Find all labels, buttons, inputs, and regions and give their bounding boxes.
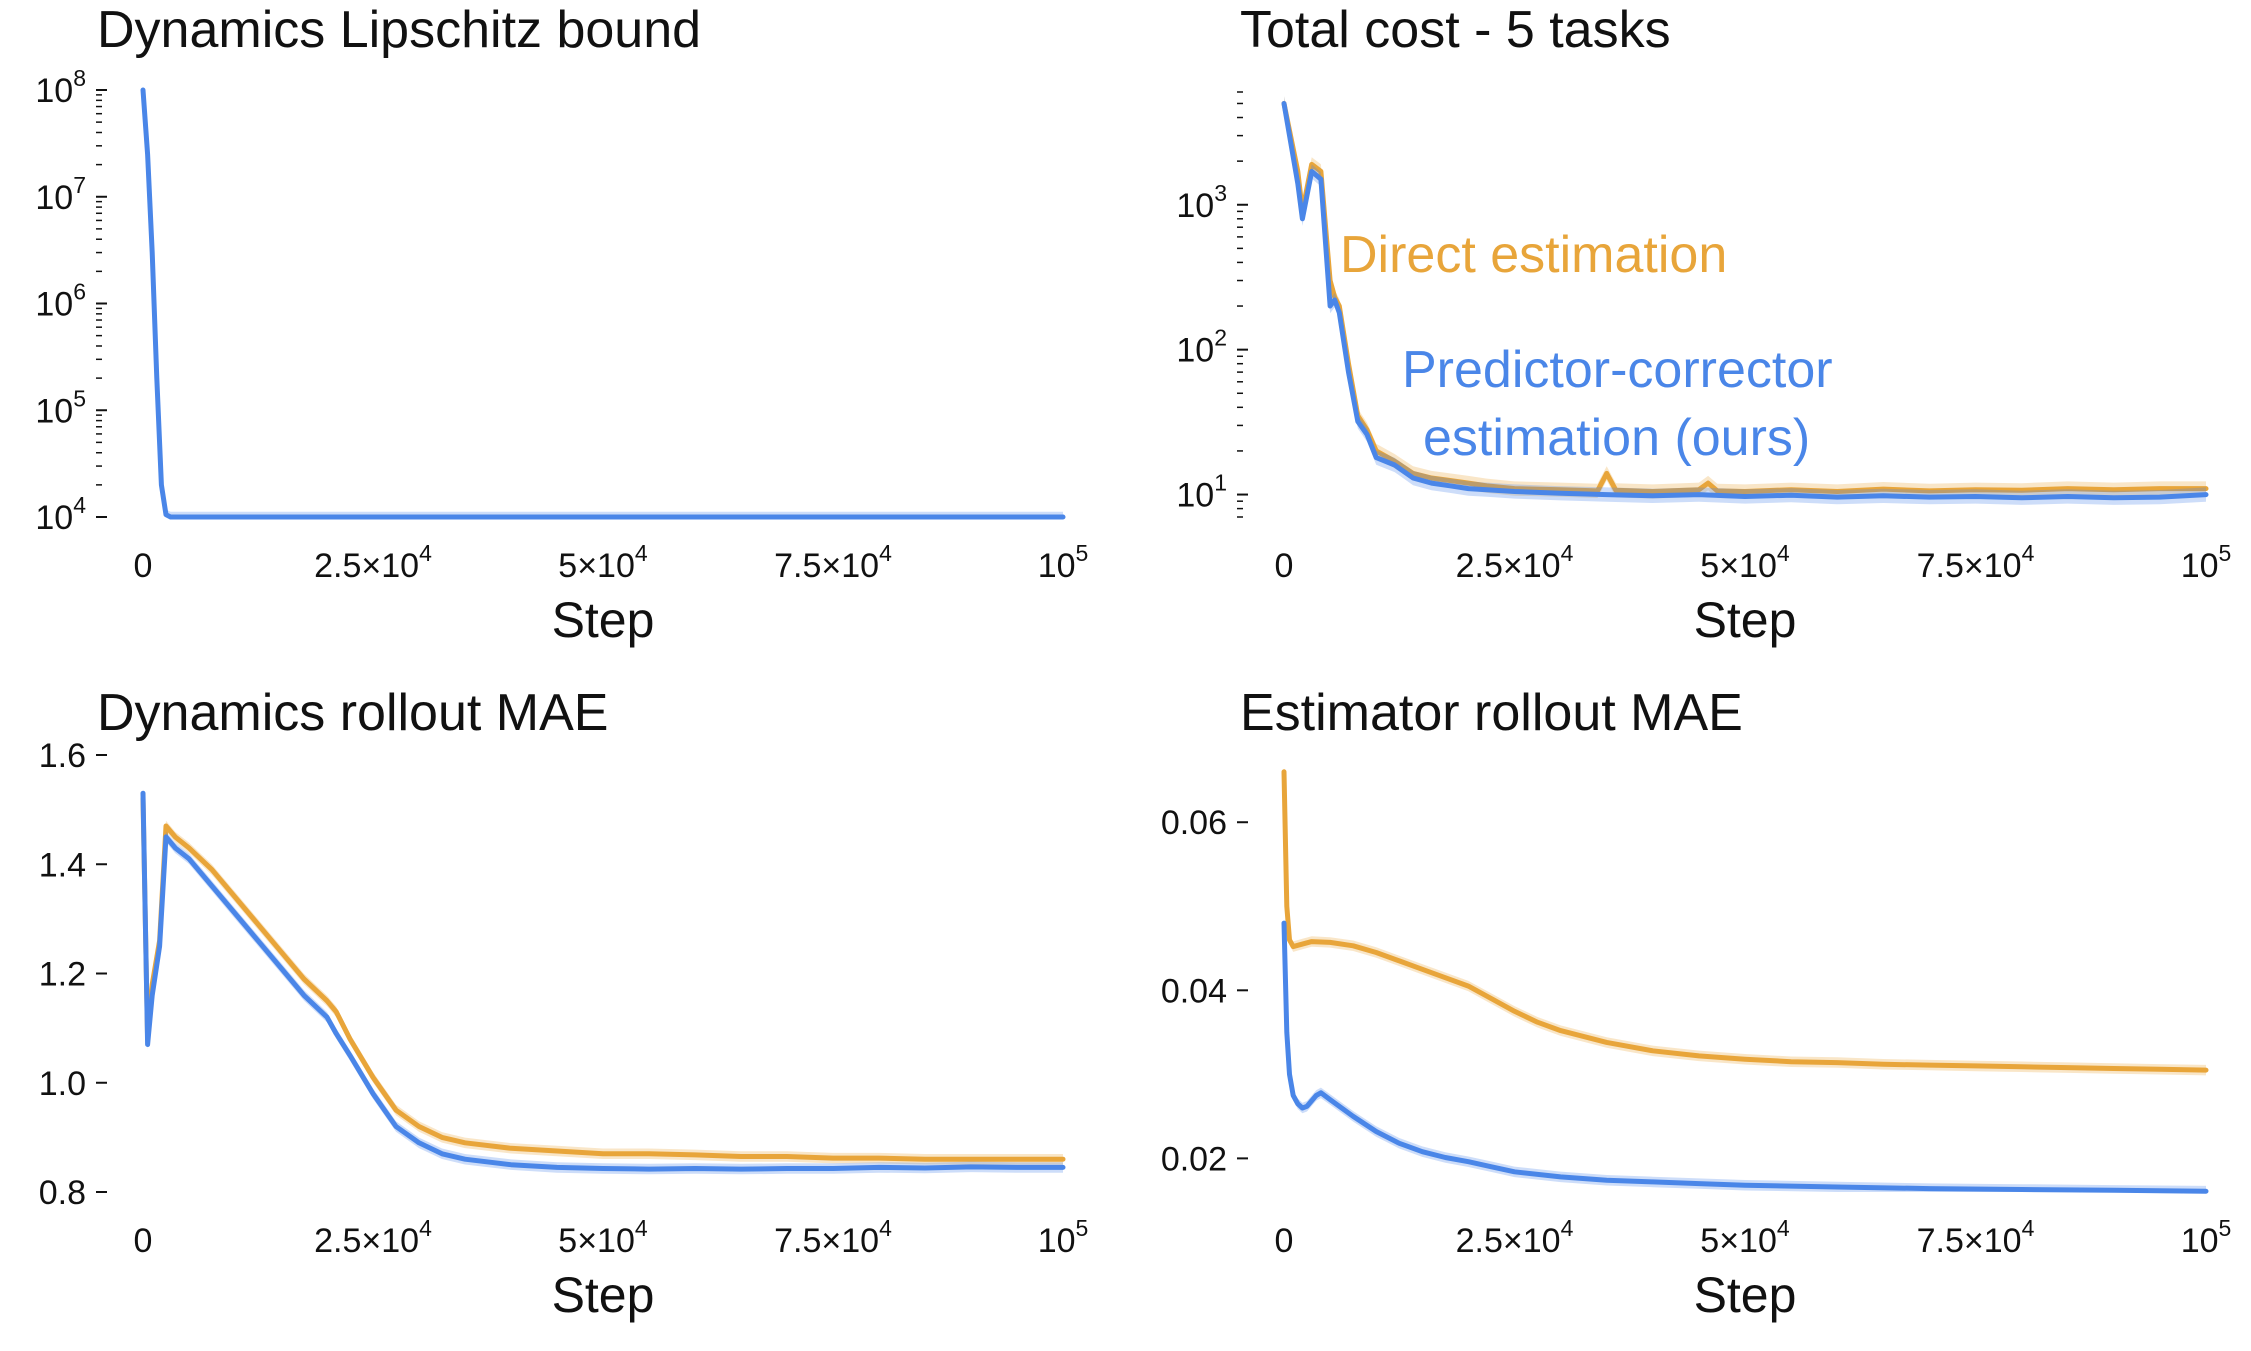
- series-line-predictor-corrector-estimation-ours: [1281, 101, 2209, 501]
- chart-panel-dynamics-lipschitz-bound: Dynamics Lipschitz bound 104 105 106 107 108 0…: [35, 1, 1088, 648]
- y-tick-label: 102: [1176, 325, 1227, 370]
- series-band-direct-estimation: [1284, 766, 2206, 1076]
- y-tick-label: 0.8: [39, 1174, 86, 1212]
- x-tick-label: 5×104: [1700, 540, 1790, 585]
- y-tick-label: 103: [1176, 180, 1227, 225]
- chart-panel-dynamics-rollout-mae: Dynamics rollout MAE 0.8 1.0 1.2 1.4 1.6 0 2.5×…: [39, 684, 1089, 1323]
- x-axis-label: Step: [1694, 592, 1797, 648]
- y-tick-label: 1.4: [39, 846, 86, 884]
- x-tick-label: 105: [1038, 1215, 1089, 1260]
- x-tick-label: 2.5×104: [1456, 540, 1574, 585]
- chart-title: Estimator rollout MAE: [1240, 684, 1743, 742]
- x-tick-label: 2.5×104: [314, 1215, 432, 1260]
- x-axis-label: Step: [1694, 1267, 1797, 1323]
- x-tick-label: 0: [1275, 1222, 1294, 1260]
- x-tick-label: 2.5×104: [314, 540, 432, 585]
- series-line-predictor-corrector-estimation-ours: [140, 790, 1066, 1172]
- chart-title: Dynamics Lipschitz bound: [97, 1, 701, 59]
- x-tick-label: 0: [134, 1222, 153, 1260]
- x-tick-label: 7.5×104: [1917, 1215, 2035, 1260]
- annotation-predictor-corrector: Predictor-corrector: [1402, 341, 1833, 399]
- y-tick-label: 1.2: [39, 956, 86, 994]
- x-tick-label: 5×104: [558, 540, 648, 585]
- x-axis-label: Step: [552, 592, 655, 648]
- series-band-predictor-corrector-estimation-ours: [1284, 96, 2206, 505]
- x-tick-label: 105: [2181, 540, 2232, 585]
- x-axis-label: Step: [552, 1267, 655, 1323]
- chart-title: Total cost - 5 tasks: [1240, 1, 1671, 59]
- y-tick-label: 1.0: [39, 1065, 86, 1103]
- series-band-predictor-corrector-estimation-ours: [143, 788, 1063, 1175]
- x-tick-label: 0: [1275, 547, 1294, 585]
- x-tick-label: 105: [2181, 1215, 2232, 1260]
- y-tick-label: 101: [1176, 470, 1227, 515]
- annotation-direct-estimation: Direct estimation: [1340, 226, 1727, 284]
- y-tick-label: 107: [35, 172, 86, 217]
- x-tick-label: 0: [134, 547, 153, 585]
- chart-title: Dynamics rollout MAE: [97, 684, 608, 742]
- x-tick-label: 7.5×104: [1917, 540, 2035, 585]
- series-line-direct-estimation: [140, 796, 1066, 1162]
- chart-panel-total-cost-5-tasks: Total cost - 5 tasks 101 102 103 0 2.5×104 5×1…: [1176, 1, 2231, 648]
- y-tick-label: 106: [35, 279, 86, 324]
- series-line-direct-estimation: [1281, 769, 2209, 1073]
- x-tick-label: 2.5×104: [1456, 1215, 1574, 1260]
- y-tick-label: 0.02: [1161, 1140, 1227, 1178]
- series-line-predictor-corrector-estimation-ours: [1281, 920, 2209, 1194]
- y-tick-label: 0.06: [1161, 804, 1227, 842]
- y-tick-label: 108: [35, 65, 86, 110]
- x-tick-label: 7.5×104: [774, 540, 892, 585]
- series-band-predictor-corrector-estimation-ours: [143, 90, 1063, 517]
- y-tick-label: 0.04: [1161, 972, 1227, 1010]
- x-tick-label: 5×104: [558, 1215, 648, 1260]
- y-tick-label: 105: [35, 385, 86, 430]
- y-tick-label: 104: [35, 492, 86, 537]
- y-tick-label: 1.6: [39, 737, 86, 775]
- x-tick-label: 7.5×104: [774, 1215, 892, 1260]
- chart-panel-estimator-rollout-mae: Estimator rollout MAE 0.02 0.04 0.06 0 2.5×10…: [1161, 684, 2232, 1323]
- annotation-estimation-ours: estimation (ours): [1423, 409, 1810, 467]
- x-tick-label: 5×104: [1700, 1215, 1790, 1260]
- x-tick-label: 105: [1038, 540, 1089, 585]
- series-band-direct-estimation: [143, 793, 1063, 1165]
- series-line-predictor-corrector-estimation-ours: [140, 87, 1066, 520]
